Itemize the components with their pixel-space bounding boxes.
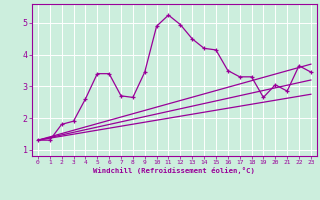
X-axis label: Windchill (Refroidissement éolien,°C): Windchill (Refroidissement éolien,°C) bbox=[93, 167, 255, 174]
